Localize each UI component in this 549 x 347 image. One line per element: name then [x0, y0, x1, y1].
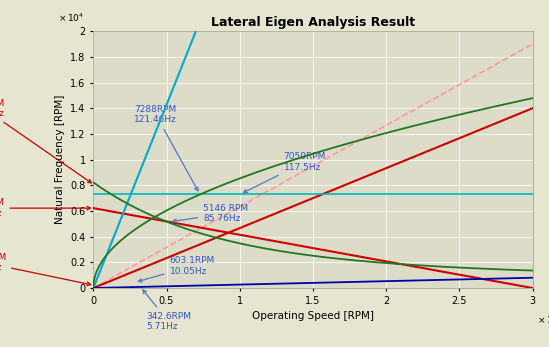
Text: 7288RPM
121.46Hz: 7288RPM 121.46Hz — [0, 99, 91, 183]
Text: 5146 RPM
85.76Hz: 5146 RPM 85.76Hz — [173, 204, 248, 223]
Text: 7288RPM
121.46Hz: 7288RPM 121.46Hz — [135, 105, 198, 191]
Text: 6222RPM
103.7Hz: 6222RPM 103.7Hz — [0, 198, 91, 218]
Text: $\times\,10^4$: $\times\,10^4$ — [58, 11, 85, 24]
Text: 342.6RPM
5.71Hz: 342.6RPM 5.71Hz — [143, 290, 191, 331]
Text: $\times\,10^4$: $\times\,10^4$ — [537, 314, 549, 326]
Y-axis label: Natural Frequency [RPM]: Natural Frequency [RPM] — [55, 95, 65, 224]
Title: Lateral Eigen Analysis Result: Lateral Eigen Analysis Result — [211, 16, 415, 29]
Text: 603.1RPM
10.05Hz: 603.1RPM 10.05Hz — [138, 256, 215, 282]
Text: 603.1RPM
10.05Hz: 603.1RPM 10.05Hz — [0, 253, 91, 286]
Text: 7050RPM
117.5Hz: 7050RPM 117.5Hz — [243, 152, 326, 193]
X-axis label: Operating Speed [RPM]: Operating Speed [RPM] — [252, 311, 374, 321]
